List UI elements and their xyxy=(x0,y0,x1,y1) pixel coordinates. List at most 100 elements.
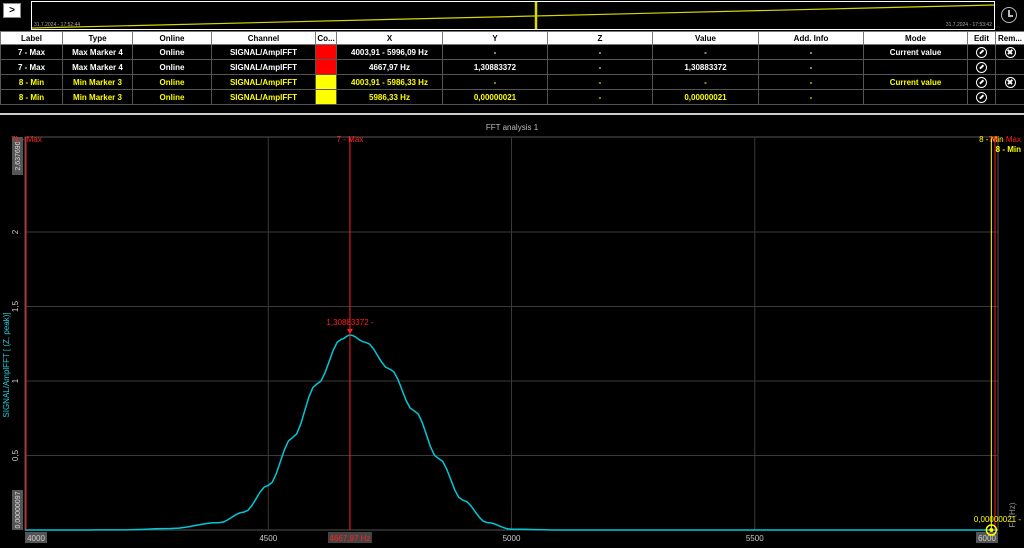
edit-pencil-icon[interactable] xyxy=(976,46,987,58)
series-line-0 xyxy=(25,334,998,531)
marker-name-label: 8 - Min xyxy=(979,135,1003,144)
chart-canvas[interactable]: FFT analysis 1 4000 4500 5000 5500 6000 0,5 1 1,… xyxy=(0,115,1024,548)
edit-cell[interactable] xyxy=(967,44,996,60)
column-header-channel[interactable]: Channel xyxy=(211,31,316,45)
cell-add-info: - xyxy=(758,74,864,90)
cell-label: 7 - Max xyxy=(0,59,63,75)
column-header-remove[interactable]: Rem... xyxy=(995,31,1024,45)
y-max-box xyxy=(12,137,23,175)
color-cell[interactable] xyxy=(315,74,337,90)
edit-pencil-icon[interactable] xyxy=(976,61,987,73)
cell-value: - xyxy=(652,74,759,90)
cell-label: 7 - Max xyxy=(0,44,63,60)
column-header-label[interactable]: Label xyxy=(0,31,63,45)
color-swatch[interactable] xyxy=(316,90,336,104)
cell-z: - xyxy=(547,89,653,105)
remove-cell[interactable] xyxy=(995,74,1024,90)
table-header-row: Label Type Online Channel Co... X Y Z Value Add. … xyxy=(0,31,1024,45)
timeline-end-time: 31.7.2024 - 17:53:42 xyxy=(945,22,992,28)
x-tick-box xyxy=(25,532,47,543)
table-row[interactable]: 8 - Min Min Marker 3 Online SIGNAL/AmplFFT 5… xyxy=(0,89,1024,105)
edit-pencil-icon[interactable] xyxy=(976,76,987,88)
marker-name-label: 7 - Max xyxy=(337,135,364,144)
remove-cell[interactable] xyxy=(995,44,1024,60)
column-header-online[interactable]: Online xyxy=(132,31,212,45)
edit-pencil-icon[interactable] xyxy=(976,91,987,103)
x-tick-label: 4000 xyxy=(27,534,45,543)
range-label-right: 7R - Max xyxy=(989,135,1021,144)
marker-handle[interactable] xyxy=(985,524,998,536)
marker-value-label: 1,30883372 - xyxy=(326,318,373,327)
color-swatch[interactable] xyxy=(316,45,336,59)
color-swatch[interactable] xyxy=(316,75,336,89)
cell-label: 8 - Min xyxy=(0,74,63,90)
timeline-start-time: 31.7.2024 - 17:52:44 xyxy=(34,22,81,28)
color-swatch[interactable] xyxy=(316,60,336,74)
y-tick-label: 0,5 xyxy=(11,449,20,461)
table-row[interactable]: 7 - Max Max Marker 4 Online SIGNAL/AmplFFT 4… xyxy=(0,59,1024,75)
remove-cell[interactable] xyxy=(995,59,1024,75)
cell-type: Min Marker 3 xyxy=(62,74,133,90)
column-header-x[interactable]: X xyxy=(336,31,443,45)
cell-type: Max Marker 4 xyxy=(62,59,133,75)
remove-x-icon[interactable] xyxy=(1004,76,1016,88)
color-cell[interactable] xyxy=(315,44,337,60)
y-axis-label: SIGNAL/AmplFFT [ (Z, peak)] xyxy=(2,312,11,417)
cell-channel: SIGNAL/AmplFFT xyxy=(211,89,316,105)
y-tick-label: 2 xyxy=(11,229,20,234)
cell-add-info: - xyxy=(758,59,864,75)
remove-cell[interactable] xyxy=(995,89,1024,105)
table-row[interactable]: 7 - Max Max Marker 4 Online SIGNAL/AmplFFT 4… xyxy=(0,44,1024,60)
cell-type: Min Marker 3 xyxy=(62,89,133,105)
clock-icon[interactable] xyxy=(1001,7,1017,23)
cell-z: - xyxy=(547,44,653,60)
x-tick-box xyxy=(976,532,998,543)
edit-cell[interactable] xyxy=(967,74,996,90)
x-tick-label: 4500 xyxy=(259,534,277,543)
timeline-bar: > 31.7.2024 - 17:52:44 31.7.2024 - 17:53… xyxy=(0,0,1024,31)
column-header-add-info[interactable]: Add. Info xyxy=(758,31,864,45)
cell-online: Online xyxy=(132,59,212,75)
x-tick-label: 6000 xyxy=(978,534,996,543)
cell-y: - xyxy=(442,74,548,90)
x-axis-label: Fr (Hz) xyxy=(1008,502,1017,527)
column-header-y[interactable]: Y xyxy=(442,31,548,45)
cell-z: - xyxy=(547,74,653,90)
color-cell[interactable] xyxy=(315,89,337,105)
timeline-overview[interactable]: 31.7.2024 - 17:52:44 31.7.2024 - 17:53:4… xyxy=(31,1,995,30)
range-label-min: 8 - Min xyxy=(996,145,1021,154)
marker-table: Label Type Online Channel Co... X Y Z Value Add. … xyxy=(0,31,1024,105)
y-tick-label: 1,5 xyxy=(11,300,20,312)
table-row[interactable]: 8 - Min Min Marker 3 Online SIGNAL/AmplFFT 4… xyxy=(0,74,1024,90)
fft-chart[interactable]: FFT analysis 1 4000 4500 5000 5500 6000 0,5 1 1,… xyxy=(0,113,1024,548)
cell-type: Max Marker 4 xyxy=(62,44,133,60)
cell-mode xyxy=(863,89,968,105)
cell-value: 1,30883372 xyxy=(652,59,759,75)
cell-mode xyxy=(863,59,968,75)
column-header-value[interactable]: Value xyxy=(652,31,759,45)
cell-mode: Current value xyxy=(863,44,968,60)
column-header-type[interactable]: Type xyxy=(62,31,133,45)
x-tick-label: 5500 xyxy=(746,534,764,543)
column-header-color[interactable]: Co... xyxy=(315,31,337,45)
cell-add-info: - xyxy=(758,89,864,105)
column-header-z[interactable]: Z xyxy=(547,31,653,45)
color-cell[interactable] xyxy=(315,59,337,75)
y-tick-label: 1 xyxy=(11,378,20,383)
marker-point[interactable] xyxy=(989,528,994,533)
cell-value: - xyxy=(652,44,759,60)
cell-x: 4003,91 - 5986,33 Hz xyxy=(336,74,443,90)
range-label-left: 7L - Max xyxy=(11,135,42,144)
timeline-trace xyxy=(32,2,994,29)
marker-point[interactable] xyxy=(346,328,353,334)
cell-x: 4667,97 Hz xyxy=(336,59,443,75)
edit-cell[interactable] xyxy=(967,89,996,105)
x-tick-label: 5000 xyxy=(503,534,521,543)
cell-channel: SIGNAL/AmplFFT xyxy=(211,74,316,90)
column-header-mode[interactable]: Mode xyxy=(863,31,968,45)
expand-button[interactable]: > xyxy=(3,3,21,18)
edit-cell[interactable] xyxy=(967,59,996,75)
column-header-edit[interactable]: Edit xyxy=(967,31,996,45)
remove-x-icon[interactable] xyxy=(1004,46,1016,58)
cell-add-info: - xyxy=(758,44,864,60)
